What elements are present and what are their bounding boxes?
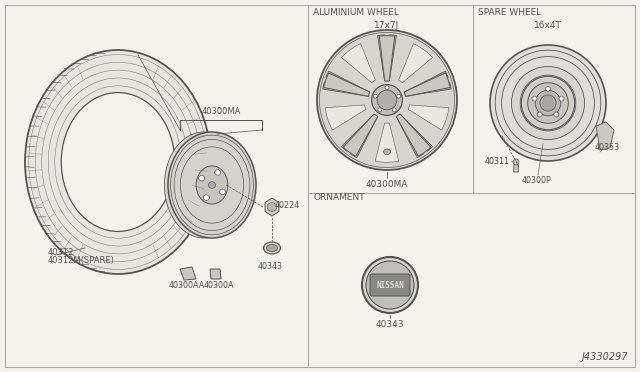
Polygon shape	[268, 202, 276, 212]
Polygon shape	[378, 35, 386, 81]
Text: J4330297: J4330297	[581, 352, 628, 362]
Text: ORNAMENT: ORNAMENT	[313, 193, 365, 202]
Text: SPARE WHEEL: SPARE WHEEL	[478, 8, 541, 17]
Ellipse shape	[61, 93, 175, 231]
Circle shape	[397, 94, 401, 98]
Ellipse shape	[168, 132, 256, 238]
Circle shape	[535, 90, 561, 116]
Ellipse shape	[383, 149, 390, 154]
Ellipse shape	[204, 195, 209, 200]
Polygon shape	[396, 114, 431, 156]
Circle shape	[520, 75, 576, 131]
Polygon shape	[513, 162, 518, 172]
Polygon shape	[408, 105, 449, 130]
Text: NISSAN: NISSAN	[376, 280, 404, 289]
Polygon shape	[342, 44, 375, 83]
Circle shape	[559, 96, 564, 101]
Text: 40312: 40312	[48, 248, 74, 257]
FancyBboxPatch shape	[370, 274, 410, 296]
Polygon shape	[397, 116, 424, 158]
Polygon shape	[399, 44, 433, 83]
Ellipse shape	[214, 170, 221, 175]
Text: 40300AA: 40300AA	[169, 281, 205, 290]
Text: ALUMINIUM WHEEL: ALUMINIUM WHEEL	[313, 8, 399, 17]
Circle shape	[537, 112, 542, 117]
Circle shape	[385, 86, 389, 90]
Text: 16x4T: 16x4T	[534, 21, 562, 30]
Polygon shape	[324, 73, 370, 96]
Polygon shape	[348, 116, 376, 152]
Circle shape	[545, 86, 550, 91]
Circle shape	[490, 45, 606, 161]
Text: 40300A: 40300A	[204, 281, 234, 290]
Polygon shape	[180, 267, 196, 280]
Circle shape	[522, 76, 575, 130]
Circle shape	[319, 32, 454, 167]
Polygon shape	[323, 82, 368, 96]
Circle shape	[513, 159, 519, 165]
Ellipse shape	[196, 166, 228, 204]
Polygon shape	[375, 123, 399, 162]
Text: 40311: 40311	[485, 157, 510, 166]
Polygon shape	[383, 39, 391, 79]
Text: 40343: 40343	[376, 320, 404, 329]
Ellipse shape	[220, 189, 225, 195]
Text: 40300MA: 40300MA	[365, 180, 408, 189]
Circle shape	[511, 67, 584, 140]
Circle shape	[528, 83, 568, 123]
Polygon shape	[351, 116, 378, 158]
Ellipse shape	[209, 182, 216, 188]
Ellipse shape	[198, 175, 205, 181]
Circle shape	[377, 90, 397, 110]
Circle shape	[362, 257, 418, 313]
Text: 17x7J: 17x7J	[374, 21, 399, 30]
Ellipse shape	[164, 132, 244, 238]
Polygon shape	[404, 73, 450, 96]
Polygon shape	[325, 105, 366, 130]
Polygon shape	[388, 35, 396, 81]
Polygon shape	[328, 77, 367, 95]
Polygon shape	[210, 269, 221, 279]
Text: 40300P: 40300P	[521, 176, 551, 185]
Polygon shape	[326, 71, 369, 93]
Polygon shape	[343, 114, 378, 156]
Circle shape	[540, 95, 556, 111]
Polygon shape	[342, 114, 374, 151]
Circle shape	[317, 30, 457, 170]
Ellipse shape	[266, 244, 278, 251]
Circle shape	[378, 108, 381, 112]
Polygon shape	[399, 114, 433, 151]
Circle shape	[373, 94, 378, 98]
Polygon shape	[406, 77, 446, 95]
Circle shape	[554, 112, 559, 117]
Text: 40353: 40353	[595, 143, 620, 152]
Ellipse shape	[25, 50, 211, 274]
Circle shape	[372, 84, 403, 115]
Polygon shape	[265, 198, 279, 216]
Text: 40312M(SPARE): 40312M(SPARE)	[48, 256, 115, 265]
Text: 40343: 40343	[257, 262, 282, 271]
Polygon shape	[380, 36, 395, 81]
Polygon shape	[596, 122, 614, 150]
Text: 40300MA: 40300MA	[202, 107, 241, 116]
Polygon shape	[406, 82, 451, 96]
Ellipse shape	[264, 242, 280, 254]
Text: 40224: 40224	[275, 201, 300, 209]
Circle shape	[366, 261, 414, 309]
Circle shape	[532, 96, 537, 101]
Polygon shape	[398, 116, 426, 152]
Polygon shape	[404, 71, 448, 93]
Circle shape	[392, 108, 396, 112]
